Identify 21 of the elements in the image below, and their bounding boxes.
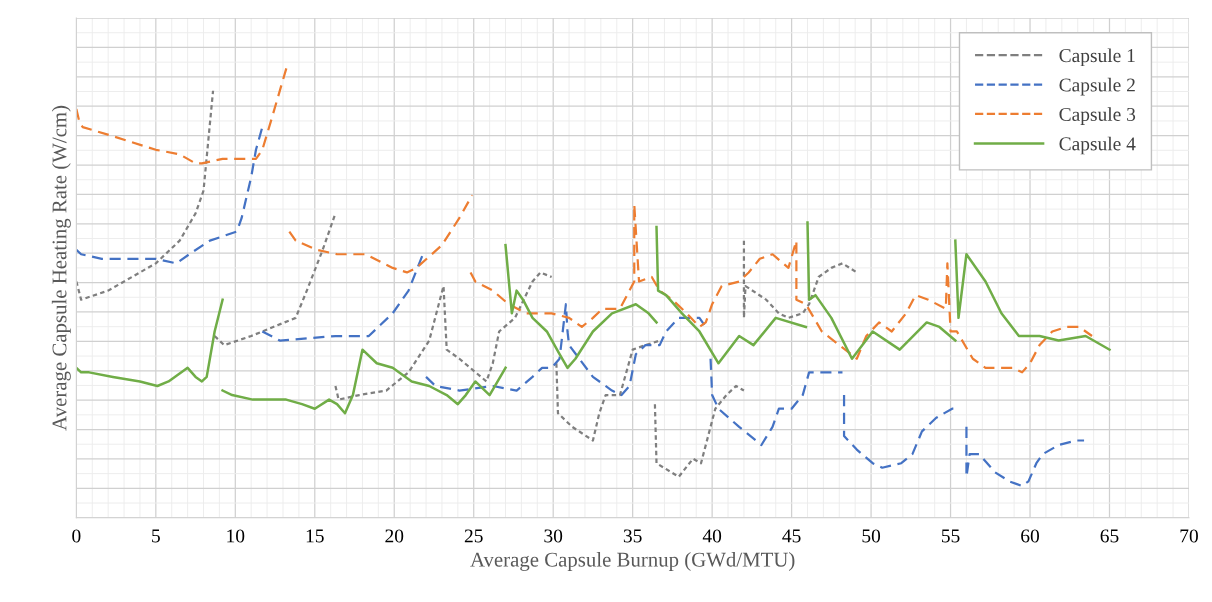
- x-axis-title: Average Capsule Burnup (GWd/MTU): [470, 552, 795, 571]
- x-tick-label: 15: [306, 529, 324, 543]
- x-tick-label: 20: [385, 529, 404, 543]
- x-tick-label: 0: [72, 529, 81, 543]
- x-tick-label: 40: [702, 529, 722, 543]
- x-tick-label: 35: [623, 529, 642, 543]
- y-axis-title: Average Capsule Heating Rate (W/cm): [51, 105, 71, 431]
- x-tick-label: 10: [227, 529, 245, 543]
- x-tick-label: 5: [152, 529, 160, 543]
- x-tick-label: 50: [862, 529, 881, 543]
- legend-label: Capsule 4: [1059, 136, 1136, 155]
- x-tick-label: 65: [1100, 529, 1119, 543]
- legend-label: Capsule 3: [1059, 107, 1136, 125]
- x-tick-label: 60: [1021, 529, 1040, 543]
- x-tick-label: 25: [464, 529, 483, 543]
- x-tick-label: 45: [782, 529, 801, 543]
- x-tick-label: 70: [1180, 529, 1198, 543]
- legend-label: Capsule 1: [1059, 48, 1135, 67]
- x-tick-label: 30: [544, 529, 563, 543]
- x-tick-label: 55: [941, 529, 960, 543]
- legend-label: Capsule 2: [1059, 77, 1135, 96]
